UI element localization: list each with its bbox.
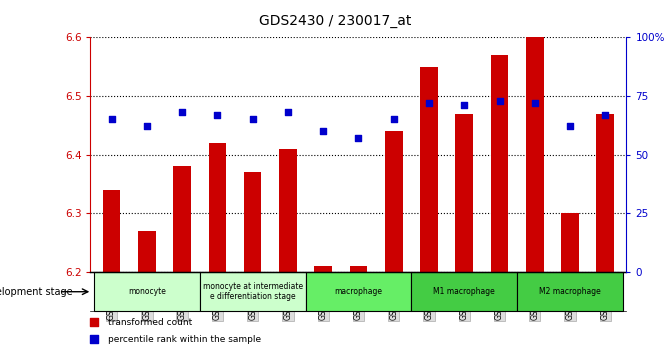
Point: [600, 112, 610, 118]
Point: [529, 100, 540, 106]
Bar: [456, 114, 473, 272]
Bar: [420, 67, 438, 272]
Bar: [279, 149, 297, 272]
Bar: [208, 143, 226, 272]
Bar: [314, 266, 332, 272]
Text: M2 macrophage: M2 macrophage: [539, 287, 601, 296]
Bar: [138, 231, 155, 272]
Text: development stage: development stage: [0, 287, 72, 297]
Text: percentile rank within the sample: percentile rank within the sample: [108, 335, 261, 344]
Bar: [174, 166, 191, 272]
Text: monocyte: monocyte: [128, 287, 165, 296]
Point: [318, 128, 328, 134]
Point: [353, 135, 364, 141]
Text: monocyte at intermediate
e differentiation stage: monocyte at intermediate e differentiati…: [202, 282, 303, 301]
Bar: [596, 114, 614, 272]
Bar: [490, 55, 509, 272]
Point: [459, 102, 470, 108]
Bar: [526, 37, 543, 272]
Bar: [350, 266, 367, 272]
Point: [107, 116, 117, 122]
Point: [389, 116, 399, 122]
Bar: [103, 190, 121, 272]
Point: [177, 109, 188, 115]
Bar: [200, 272, 306, 311]
Bar: [306, 272, 411, 311]
Text: GDS2430 / 230017_at: GDS2430 / 230017_at: [259, 14, 411, 28]
Point: [141, 124, 152, 129]
Bar: [561, 213, 579, 272]
Point: [88, 337, 99, 342]
Bar: [517, 272, 623, 311]
Point: [423, 100, 434, 106]
Point: [247, 116, 258, 122]
Text: transformed count: transformed count: [108, 318, 192, 327]
Bar: [411, 272, 517, 311]
Text: macrophage: macrophage: [334, 287, 383, 296]
Text: M1 macrophage: M1 macrophage: [433, 287, 495, 296]
Bar: [244, 172, 261, 272]
Point: [565, 124, 576, 129]
Point: [283, 109, 293, 115]
Point: [212, 112, 222, 118]
Bar: [94, 272, 200, 311]
Bar: [385, 131, 403, 272]
Point: [494, 98, 505, 103]
Point: [88, 319, 99, 325]
